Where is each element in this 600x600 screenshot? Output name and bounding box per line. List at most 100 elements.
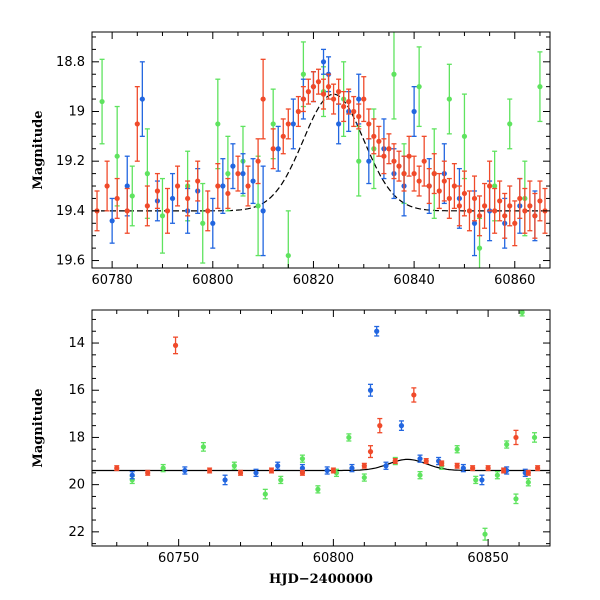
data-point: [285, 108, 291, 140]
data-point: [299, 454, 306, 463]
data-point: [532, 192, 538, 239]
data-point: [320, 78, 327, 110]
data-point: [406, 135, 412, 177]
bottom-panel: 60750 60800 60850 14 16 18 20 22 Magnitude HJD−24…: [31, 309, 551, 587]
data-point: [377, 417, 383, 434]
point-marker: [485, 465, 491, 471]
data-point: [285, 210, 291, 268]
data-point: [374, 325, 380, 337]
data-point: [367, 445, 374, 459]
point-marker: [454, 463, 460, 469]
point-marker: [230, 163, 236, 169]
point-marker: [336, 121, 342, 127]
data-point: [525, 469, 531, 476]
point-marker: [522, 208, 528, 214]
point-marker: [479, 477, 485, 483]
point-marker: [305, 89, 312, 95]
data-point: [174, 165, 181, 207]
data-point: [240, 153, 246, 195]
point-marker: [396, 163, 402, 169]
data-point: [346, 88, 352, 115]
data-point: [260, 58, 266, 140]
x-tick-label: 60860: [494, 273, 535, 288]
y-tick-label: 18.8: [56, 55, 85, 70]
data-point: [250, 158, 256, 205]
point-marker: [416, 84, 422, 90]
point-marker: [361, 96, 367, 102]
point-marker: [330, 467, 336, 474]
point-marker: [245, 183, 251, 189]
data-point: [245, 165, 251, 207]
data-point: [300, 86, 306, 113]
data-point: [361, 76, 367, 123]
point-marker: [461, 190, 468, 197]
point-marker: [481, 203, 488, 209]
point-marker: [159, 213, 166, 219]
point-marker: [129, 472, 135, 478]
data-point: [513, 493, 519, 505]
data-point: [376, 125, 382, 157]
point-marker: [231, 463, 237, 469]
point-marker: [377, 423, 383, 429]
point-marker: [315, 486, 321, 492]
point-marker: [361, 463, 367, 469]
point-marker: [366, 121, 372, 127]
point-marker: [391, 71, 397, 77]
point-marker: [487, 183, 493, 189]
data-point: [182, 466, 188, 475]
point-marker: [278, 477, 284, 483]
y-tick-label: 22: [68, 525, 85, 540]
data-point: [215, 78, 221, 170]
x-tick-label: 60840: [393, 273, 434, 288]
point-marker: [109, 218, 115, 224]
data-point: [366, 108, 372, 140]
data-point: [129, 165, 135, 227]
point-marker: [504, 441, 510, 448]
data-point: [270, 128, 276, 170]
data-point: [426, 167, 432, 205]
data-point: [441, 160, 447, 202]
top-panel: 60780 60800 60820 60840 60860 18.8 19 19.2 19.4 1…: [31, 31, 551, 288]
data-point: [205, 190, 211, 232]
point-marker: [537, 84, 543, 90]
point-marker: [295, 108, 301, 115]
point-marker: [144, 171, 150, 177]
point-marker: [416, 178, 422, 184]
point-marker: [215, 121, 221, 127]
point-marker: [356, 96, 362, 102]
data-point: [497, 180, 503, 222]
y-tick-label: 19.6: [56, 254, 85, 269]
data-point: [336, 78, 342, 105]
point-marker: [461, 133, 468, 139]
data-point: [535, 465, 541, 472]
point-marker: [285, 252, 291, 259]
point-marker: [454, 446, 460, 452]
point-marker: [367, 387, 374, 393]
series-2: [114, 336, 541, 476]
data-point: [330, 83, 337, 115]
point-marker: [114, 465, 120, 471]
point-marker: [532, 213, 538, 219]
y-tick-label: 16: [68, 383, 85, 398]
point-marker: [240, 171, 246, 177]
data-point: [349, 463, 355, 473]
data-point: [225, 177, 231, 210]
point-marker: [401, 171, 407, 177]
point-marker: [492, 208, 498, 214]
point-marker: [349, 465, 355, 471]
plot-frame: [91, 309, 551, 547]
data-point: [139, 61, 145, 137]
data-point: [278, 475, 284, 485]
point-marker: [476, 245, 483, 251]
data-point: [411, 387, 417, 403]
data-point: [371, 118, 377, 155]
point-marker: [500, 467, 507, 474]
data-point: [134, 86, 140, 162]
data-point: [215, 163, 221, 210]
x-tick-label: 60850: [467, 551, 508, 566]
point-marker: [285, 121, 291, 127]
point-marker: [104, 183, 110, 189]
data-point: [479, 474, 485, 486]
data-point: [439, 460, 445, 467]
point-marker: [513, 434, 519, 441]
